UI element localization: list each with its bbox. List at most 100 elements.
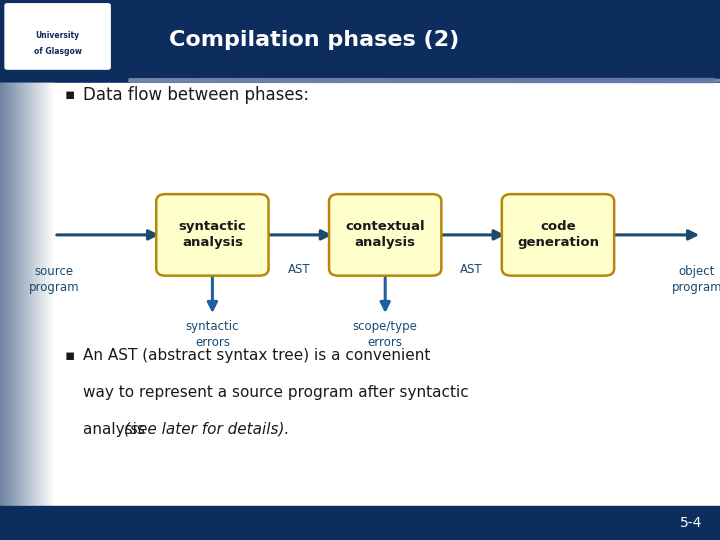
Bar: [480, 78, 487, 82]
Text: Data flow between phases:: Data flow between phases:: [83, 85, 309, 104]
Bar: [210, 78, 217, 82]
Bar: [246, 78, 253, 82]
Bar: [611, 78, 618, 82]
Bar: [421, 78, 428, 82]
Text: analysis: analysis: [83, 422, 150, 437]
Text: (see later for details).: (see later for details).: [124, 422, 289, 437]
Bar: [363, 78, 370, 82]
Bar: [400, 78, 407, 82]
Text: AST: AST: [287, 263, 310, 276]
Bar: [290, 78, 297, 82]
Bar: [516, 78, 523, 82]
Bar: [268, 78, 276, 82]
Bar: [232, 78, 239, 82]
Bar: [552, 78, 559, 82]
Text: An AST (abstract syntax tree) is a convenient: An AST (abstract syntax tree) is a conve…: [83, 348, 430, 363]
Bar: [436, 78, 443, 82]
Bar: [370, 78, 377, 82]
Bar: [283, 78, 290, 82]
Bar: [195, 78, 202, 82]
Bar: [384, 78, 392, 82]
Bar: [253, 78, 261, 82]
Bar: [0, 506, 720, 540]
Bar: [130, 78, 137, 82]
Bar: [174, 78, 181, 82]
Bar: [188, 78, 195, 82]
Bar: [158, 78, 166, 82]
Bar: [691, 78, 698, 82]
Text: way to represent a source program after syntactic: way to represent a source program after …: [83, 385, 469, 400]
Bar: [698, 78, 706, 82]
Bar: [217, 78, 225, 82]
Bar: [589, 78, 596, 82]
FancyBboxPatch shape: [502, 194, 614, 275]
Bar: [319, 78, 326, 82]
Bar: [181, 78, 188, 82]
Bar: [545, 78, 552, 82]
Text: 5-4: 5-4: [680, 516, 702, 530]
Bar: [465, 78, 472, 82]
Bar: [451, 78, 458, 82]
Bar: [261, 78, 268, 82]
Bar: [239, 78, 246, 82]
Bar: [312, 78, 319, 82]
Bar: [669, 78, 676, 82]
Bar: [443, 78, 451, 82]
Bar: [407, 78, 414, 82]
Text: object
program: object program: [672, 265, 720, 294]
Bar: [356, 78, 363, 82]
Bar: [501, 78, 508, 82]
Bar: [618, 78, 626, 82]
Bar: [523, 78, 531, 82]
Text: syntactic
analysis: syntactic analysis: [179, 220, 246, 249]
Text: ▪: ▪: [65, 348, 75, 363]
Bar: [567, 78, 575, 82]
Text: source
program: source program: [29, 265, 79, 294]
Bar: [458, 78, 465, 82]
Text: Compilation phases (2): Compilation phases (2): [169, 30, 459, 51]
Bar: [640, 78, 647, 82]
Bar: [706, 78, 713, 82]
Text: AST: AST: [460, 263, 483, 276]
Bar: [377, 78, 384, 82]
Text: scope/type
errors: scope/type errors: [353, 320, 418, 349]
Bar: [582, 78, 589, 82]
Bar: [0, 83, 720, 506]
Bar: [531, 78, 538, 82]
Bar: [144, 78, 151, 82]
Bar: [676, 78, 684, 82]
Bar: [487, 78, 494, 82]
Bar: [333, 78, 341, 82]
Bar: [428, 78, 436, 82]
Bar: [326, 78, 334, 82]
Text: University: University: [35, 31, 80, 39]
Bar: [625, 78, 633, 82]
Bar: [0, 0, 720, 78]
Bar: [151, 78, 158, 82]
Bar: [202, 78, 210, 82]
Bar: [684, 78, 691, 82]
Text: contextual
analysis: contextual analysis: [346, 220, 425, 249]
Text: of Glasgow: of Glasgow: [34, 47, 81, 56]
Bar: [633, 78, 640, 82]
Bar: [414, 78, 421, 82]
Bar: [392, 78, 400, 82]
Bar: [596, 78, 603, 82]
Bar: [538, 78, 545, 82]
Text: syntactic
errors: syntactic errors: [186, 320, 239, 349]
Bar: [647, 78, 654, 82]
Bar: [494, 78, 501, 82]
FancyBboxPatch shape: [156, 194, 269, 275]
Bar: [137, 78, 144, 82]
Bar: [305, 78, 312, 82]
Bar: [654, 78, 662, 82]
Bar: [275, 78, 283, 82]
Bar: [662, 78, 669, 82]
Bar: [341, 78, 348, 82]
Bar: [575, 78, 582, 82]
FancyBboxPatch shape: [5, 4, 110, 69]
Bar: [603, 78, 611, 82]
Bar: [225, 78, 232, 82]
Bar: [509, 78, 516, 82]
Bar: [348, 78, 356, 82]
